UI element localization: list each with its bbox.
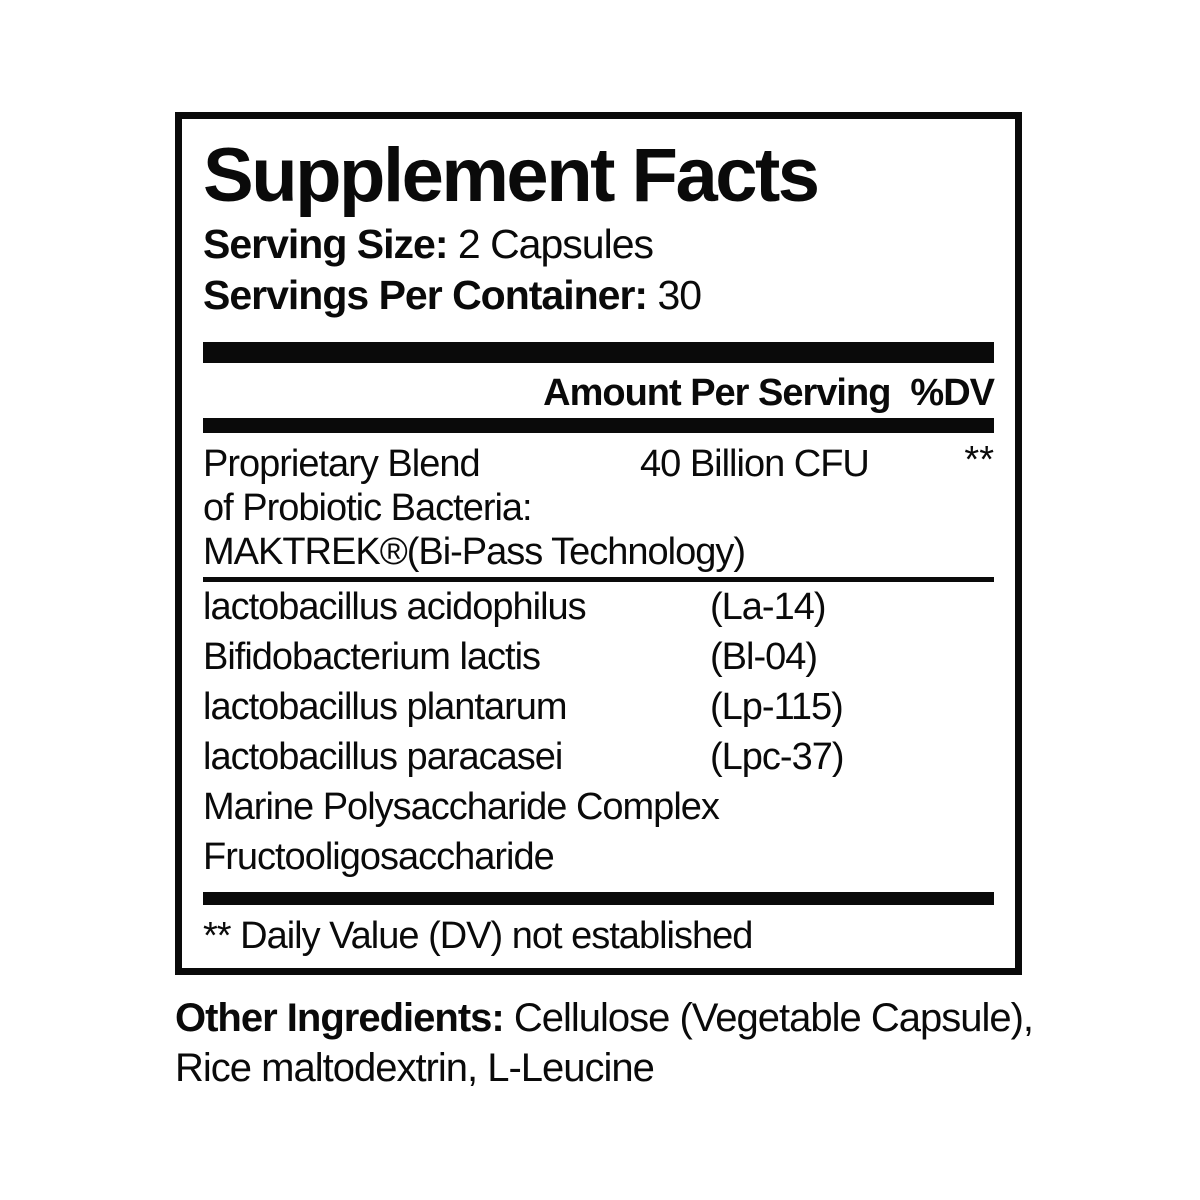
ingredient-strain-code xyxy=(710,832,994,882)
ingredient-name: lactobacillus plantarum xyxy=(203,686,568,728)
serving-size-line: Serving Size: 2 Capsules xyxy=(203,219,994,270)
column-header-row: Amount Per Serving %DV xyxy=(203,363,995,416)
proprietary-blend-amount: 40 Billion CFU xyxy=(640,443,870,485)
daily-value-footnote: ** Daily Value (DV) not established xyxy=(203,915,753,957)
percent-dv-header: %DV xyxy=(910,372,995,414)
ingredient-row: Marine Polysaccharide Complex xyxy=(203,782,994,832)
ingredient-name: lactobacillus acidophilus xyxy=(203,586,587,628)
ingredient-strain-code: (Lp-115) xyxy=(710,686,844,728)
amount-per-serving-header: Amount Per Serving xyxy=(543,372,891,414)
servings-per-container-line: Servings Per Container: 30 xyxy=(203,270,994,321)
proprietary-blend-name-line1: Proprietary Blend xyxy=(203,443,481,485)
ingredient-row: lactobacillus acidophilus (La-14) xyxy=(203,582,994,632)
panel-title: Supplement Facts xyxy=(203,133,820,218)
ingredient-name: Bifidobacterium lactis xyxy=(203,636,541,678)
ingredient-row: Bifidobacterium lactis (Bl-04) xyxy=(203,632,994,682)
proprietary-blend-name-line2: of Probiotic Bacteria: xyxy=(203,487,533,529)
servings-per-container-label: Servings Per Container: xyxy=(203,272,648,318)
ingredient-name: lactobacillus paracasei xyxy=(203,736,563,778)
divider-bar-header xyxy=(203,418,994,433)
supplement-facts-panel: Supplement Facts Serving Size: 2 Capsule… xyxy=(175,112,1022,975)
other-ingredients-line1-rest: Cellulose (Vegetable Capsule), xyxy=(503,996,1034,1040)
other-ingredients-line1: Other Ingredients: Cellulose (Vegetable … xyxy=(175,993,1075,1043)
proprietary-blend-dv: ** xyxy=(964,439,994,481)
ingredient-row: Fructooligosaccharide xyxy=(203,832,994,882)
divider-rule-thin xyxy=(203,577,994,582)
proprietary-blend-section: Proprietary Blend of Probiotic Bacteria:… xyxy=(203,439,994,574)
ingredient-row: lactobacillus plantarum (Lp-115) xyxy=(203,682,994,732)
serving-size-value: 2 Capsules xyxy=(447,221,654,267)
ingredient-row: lactobacillus paracasei (Lpc-37) xyxy=(203,732,994,782)
other-ingredients-line2: Rice maltodextrin, L-Leucine xyxy=(175,1046,655,1090)
serving-size-label: Serving Size: xyxy=(203,221,448,267)
ingredient-strain-code xyxy=(710,782,994,832)
divider-bar-top xyxy=(203,342,994,363)
other-ingredients-label: Other Ingredients: xyxy=(175,996,505,1040)
divider-bar-footnote xyxy=(203,892,994,905)
ingredient-strain-code: (La-14) xyxy=(710,586,827,628)
proprietary-blend-name-line3: MAKTREK®(Bi-Pass Technology) xyxy=(203,531,746,573)
ingredient-strain-code: (Lpc-37) xyxy=(710,736,845,778)
servings-per-container-value: 30 xyxy=(647,272,702,318)
ingredient-strain-code: (Bl-04) xyxy=(710,636,818,678)
ingredient-name: Marine Polysaccharide Complex xyxy=(203,786,720,828)
other-ingredients-section: Other Ingredients: Cellulose (Vegetable … xyxy=(175,993,1075,1093)
ingredient-name: Fructooligosaccharide xyxy=(203,836,555,878)
